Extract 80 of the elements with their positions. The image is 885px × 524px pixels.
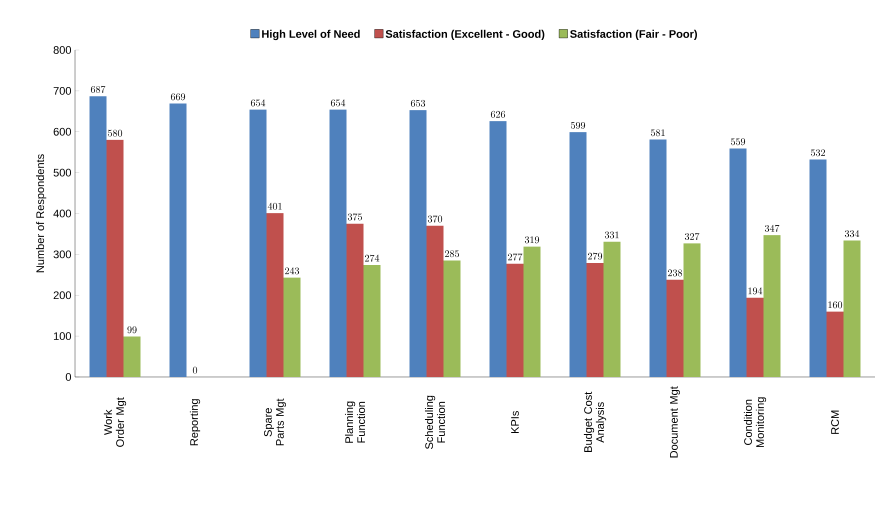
y-axis-title: Number of Respondents — [36, 154, 46, 272]
data-label: 274 — [365, 254, 380, 262]
bar — [266, 213, 284, 377]
bar — [810, 160, 827, 377]
bar — [730, 148, 747, 377]
data-label: 669 — [170, 93, 186, 100]
data-label: 347 — [764, 224, 780, 232]
data-label: 334 — [844, 230, 860, 238]
data-label: 559 — [731, 138, 746, 146]
data-label: 277 — [508, 253, 522, 260]
bar — [170, 104, 187, 377]
y-tick-label: 400 — [53, 210, 72, 218]
bar — [844, 240, 861, 377]
bar — [124, 336, 141, 377]
bar — [764, 235, 781, 377]
bar — [826, 312, 844, 377]
y-tick-label: 300 — [54, 250, 72, 258]
legend-label: High Level of Need — [262, 30, 360, 40]
x-tick-label: Reporting — [190, 399, 200, 446]
data-label: 687 — [90, 86, 106, 93]
data-label: 654 — [330, 99, 346, 106]
data-label: 580 — [108, 130, 122, 137]
x-tick-label: Work Order Mgt — [104, 397, 126, 447]
bar — [364, 264, 381, 377]
data-label: 581 — [651, 129, 665, 136]
bar — [506, 264, 524, 377]
data-label: 331 — [604, 232, 619, 238]
y-tick-label: 500 — [54, 168, 72, 177]
data-label: 160 — [828, 301, 842, 308]
x-tick-label: Spare Parts Mgt — [264, 398, 286, 446]
data-label: 327 — [684, 233, 700, 240]
data-label: 99 — [127, 326, 137, 334]
data-label: 238 — [668, 270, 682, 276]
x-tick-label: KPIs — [511, 411, 519, 433]
y-tick-label: 200 — [54, 291, 72, 300]
data-label: 626 — [490, 110, 506, 118]
bar — [586, 262, 604, 377]
bar — [746, 298, 764, 377]
data-label: 279 — [588, 252, 602, 260]
y-tick-label: 700 — [54, 86, 72, 95]
bar — [570, 132, 587, 377]
bar — [410, 110, 427, 377]
bar — [524, 246, 541, 377]
bar — [284, 278, 301, 377]
data-label: 243 — [285, 267, 300, 274]
legend-label: Satisfaction (Fair - Poor) — [570, 30, 697, 40]
bar — [666, 280, 684, 377]
bar — [444, 260, 461, 377]
bar — [426, 226, 444, 377]
bar — [490, 121, 507, 377]
y-tick-label: 800 — [54, 46, 72, 54]
data-label: 653 — [410, 100, 426, 107]
bar — [330, 110, 347, 377]
x-tick-label: Scheduling Function — [424, 396, 446, 449]
bar — [346, 224, 364, 377]
bar — [90, 96, 107, 377]
bar — [250, 110, 267, 377]
data-label: 319 — [524, 236, 540, 244]
data-label: 0 — [192, 366, 198, 374]
x-tick-label: Condition Monitoring — [744, 397, 766, 448]
data-label: 194 — [748, 287, 762, 294]
bar — [684, 243, 701, 377]
data-label: 401 — [268, 202, 282, 210]
data-label: 375 — [348, 213, 362, 220]
y-tick-label: 0 — [66, 373, 72, 381]
x-tick-label: Budget Cost Analysis — [584, 392, 606, 452]
data-label: 654 — [250, 99, 266, 106]
bar — [604, 242, 621, 377]
data-label: 370 — [428, 215, 442, 222]
y-tick-label: 100 — [54, 332, 72, 340]
x-tick-label: RCM — [831, 410, 839, 434]
legend-label: Satisfaction (Excellent - Good) — [386, 30, 544, 40]
x-tick-label: Document Mgt — [670, 386, 680, 458]
data-label: 599 — [571, 122, 586, 129]
data-label: 532 — [811, 149, 825, 156]
bar — [650, 140, 667, 377]
y-tick-label: 600 — [54, 128, 72, 136]
x-tick-label: Planning Function — [344, 402, 366, 443]
bar — [106, 140, 124, 377]
data-label: 285 — [445, 250, 459, 258]
